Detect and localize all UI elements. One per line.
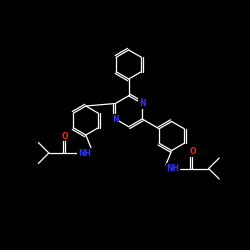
Text: O: O [189,147,196,156]
Text: O: O [62,132,68,141]
Text: NH: NH [78,148,91,158]
Text: N: N [112,114,118,124]
Text: NH: NH [166,164,179,173]
Text: N: N [139,99,145,108]
